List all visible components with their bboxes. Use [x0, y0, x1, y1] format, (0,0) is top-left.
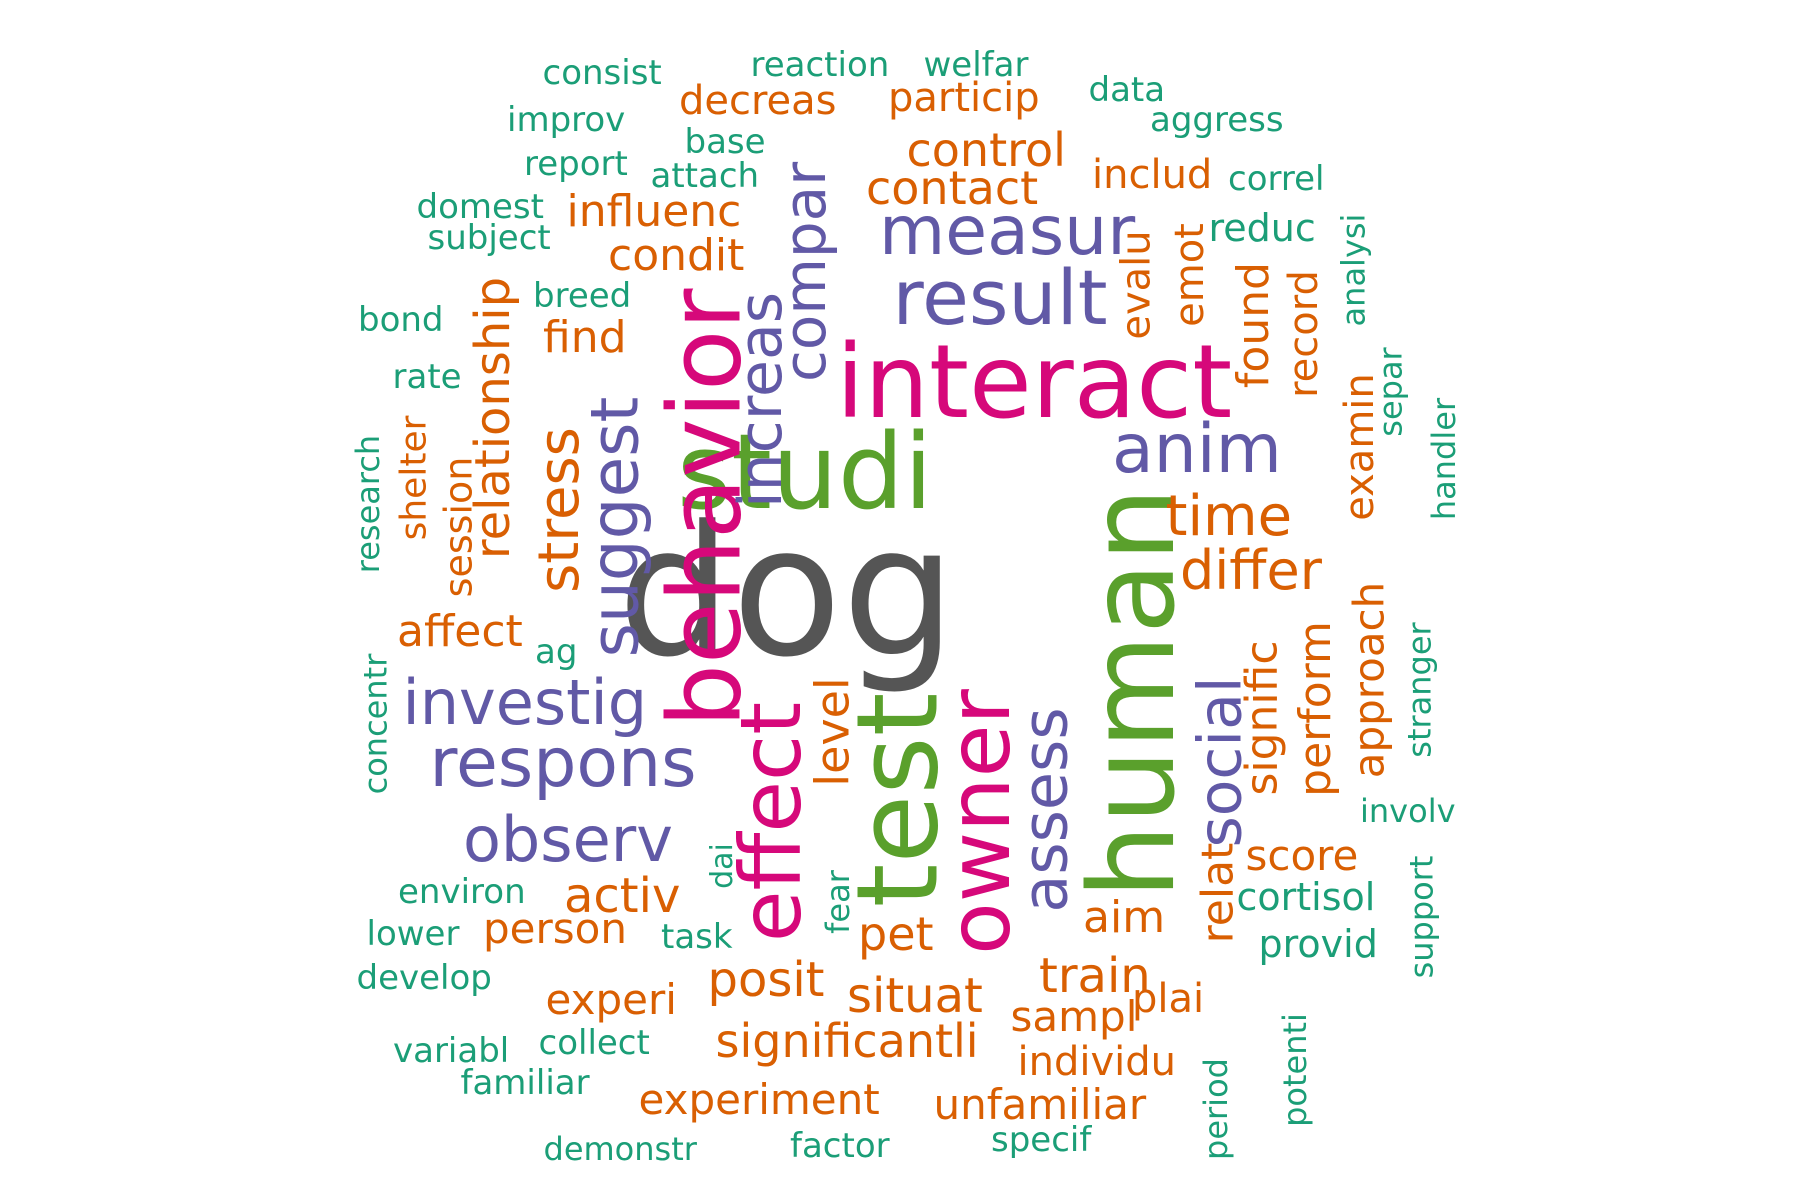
word-perform: perform [1289, 621, 1341, 797]
word-result: result [892, 253, 1108, 342]
word-dai: dai [704, 843, 740, 889]
word-aim: aim [1083, 892, 1166, 943]
word-period: period [1196, 1058, 1235, 1160]
word-influenc: influenc [566, 186, 742, 237]
word-compar: compar [771, 161, 840, 383]
word-experiment: experiment [638, 1075, 880, 1124]
word-person: person [483, 904, 627, 953]
word-reduc: reduc [1208, 206, 1316, 250]
word-concentr: concentr [355, 653, 394, 795]
word-separ: separ [1371, 347, 1410, 437]
word-condit: condit [608, 230, 745, 281]
word-time: time [1165, 484, 1293, 549]
word-ag: ag [535, 632, 578, 672]
word-develop: develop [356, 958, 492, 998]
word-reaction: reaction [750, 45, 890, 85]
word-approach: approach [1343, 581, 1393, 779]
word-control: control [906, 123, 1066, 177]
word-cortisol: cortisol [1236, 875, 1376, 919]
word-level: level [805, 677, 860, 787]
word-plai: plai [1132, 976, 1205, 1022]
word-relat: relat [1191, 842, 1243, 944]
word-assess: assess [1008, 707, 1082, 913]
word-unfamiliar: unfamiliar [933, 1080, 1147, 1129]
word-analysi: analysi [1333, 213, 1372, 327]
word-subject: subject [427, 218, 551, 258]
word-observ: observ [463, 803, 673, 876]
word-support: support [1401, 855, 1440, 979]
word-variabl: variabl [393, 1031, 510, 1071]
word-anim: anim [1112, 410, 1282, 489]
word-posit: posit [707, 952, 825, 1008]
word-consist: consist [542, 53, 662, 93]
word-involv: involv [1360, 792, 1456, 830]
word-shelter: shelter [392, 415, 434, 541]
word-factor: factor [790, 1126, 890, 1166]
word-respons: respons [429, 724, 697, 803]
word-collect: collect [538, 1023, 650, 1063]
word-situat: situat [847, 968, 983, 1024]
word-contact: contact [866, 161, 1039, 215]
word-investig: investig [402, 666, 648, 739]
word-affect: affect [397, 606, 523, 657]
word-fear: fear [818, 870, 857, 934]
word-signific: signific [1236, 640, 1288, 796]
word-aggress: aggress [1150, 100, 1284, 140]
word-attach: attach [650, 156, 760, 196]
word-session: session [435, 456, 480, 598]
word-stress: stress [526, 427, 592, 593]
word-data: data [1088, 70, 1166, 110]
word-lower: lower [366, 914, 460, 954]
word-handler: handler [1425, 397, 1464, 521]
word-demonstr: demonstr [543, 1130, 697, 1168]
word-interact: interact [836, 323, 1233, 442]
word-report: report [524, 144, 628, 184]
word-emot: emot [1166, 223, 1213, 327]
word-sampl: sampl [1010, 992, 1138, 1041]
word-bond: bond [358, 300, 444, 340]
word-pet: pet [858, 907, 934, 961]
word-significantli: significantli [715, 1014, 979, 1068]
word-breed: breed [533, 276, 632, 316]
word-rate: rate [392, 357, 462, 397]
word-studi: studi [677, 411, 933, 533]
word-find: find [543, 312, 627, 363]
word-measur: measur [879, 192, 1136, 271]
word-evalu: evalu [1113, 230, 1160, 340]
word-specif: specif [991, 1120, 1092, 1160]
word-familiar: familiar [460, 1063, 590, 1103]
word-score: score [1245, 831, 1359, 880]
word-dog: dog [617, 488, 957, 697]
word-potenti: potenti [1275, 1013, 1314, 1127]
word-correl: correl [1228, 159, 1325, 199]
word-domest: domest [416, 187, 544, 227]
word-individu: individu [1017, 1039, 1177, 1085]
word-stranger: stranger [1400, 622, 1439, 758]
word-record: record [1280, 270, 1327, 398]
word-includ: includ [1092, 152, 1213, 198]
word-environ: environ [398, 872, 526, 912]
word-effect: effect [722, 701, 821, 943]
word-experi: experi [545, 975, 677, 1024]
word-differ: differ [1180, 539, 1322, 602]
word-base: base [684, 122, 766, 162]
word-improv: improv [507, 100, 626, 140]
word-research: research [349, 434, 388, 574]
word-welfar: welfar [923, 45, 1029, 85]
word-train: train [1039, 948, 1151, 1004]
word-provid: provid [1258, 922, 1378, 966]
word-decreas: decreas [679, 78, 837, 124]
word-found: found [1228, 261, 1280, 389]
word-activ: activ [564, 868, 681, 924]
word-particip: particip [888, 75, 1040, 121]
word-task: task [661, 917, 733, 957]
